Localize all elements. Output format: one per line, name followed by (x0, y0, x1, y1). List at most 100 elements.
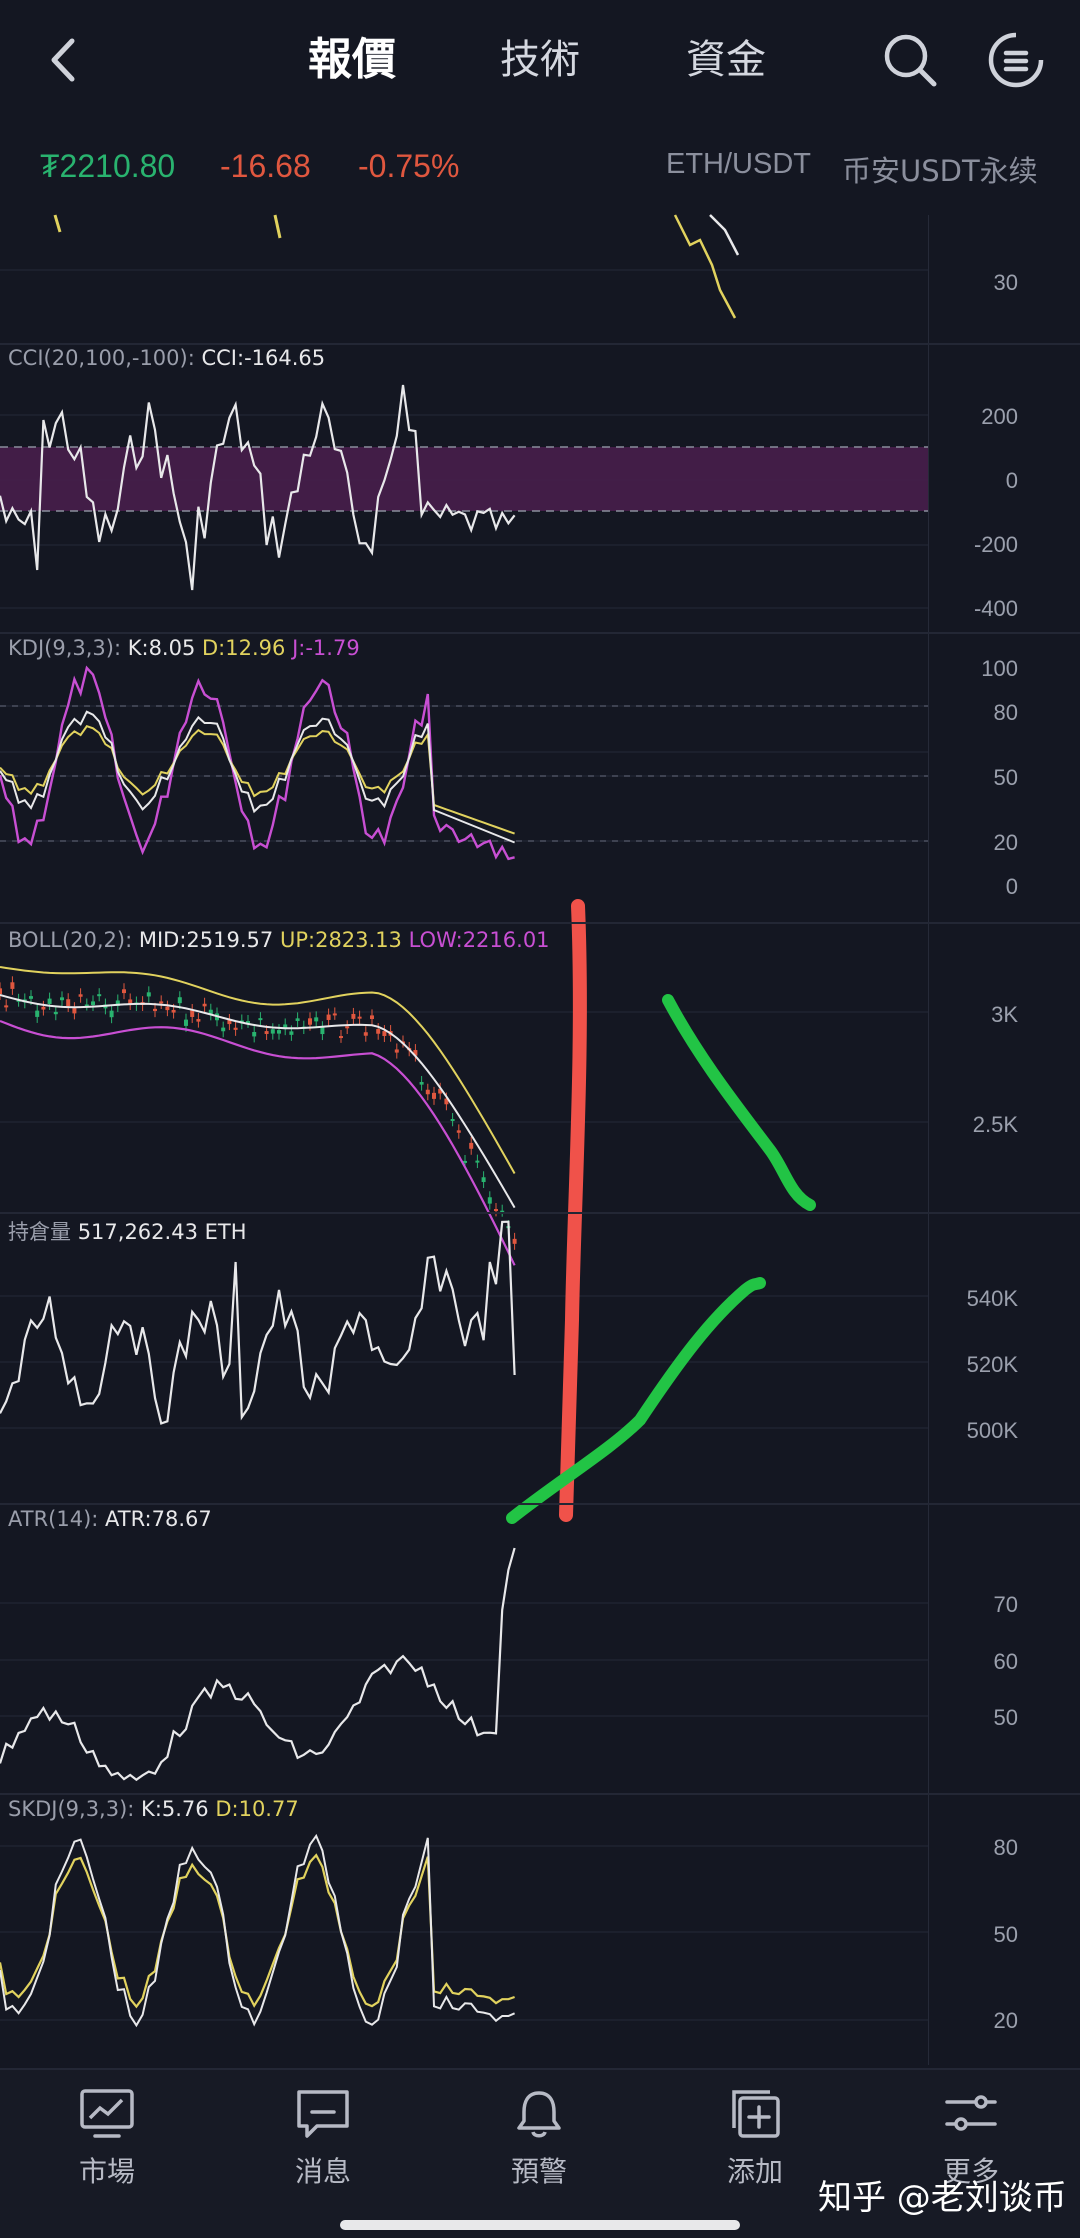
candle (512, 1238, 517, 1244)
candle (60, 997, 64, 1001)
kdj-d-line (0, 725, 515, 835)
candle (78, 994, 83, 997)
axis-tick: 500K (966, 1418, 1018, 1443)
candle (308, 1018, 312, 1025)
candle (413, 1050, 418, 1056)
candle (153, 1008, 157, 1012)
add-icon (732, 2090, 780, 2138)
exchange-name[interactable]: 币安USDT永续 (842, 154, 1038, 188)
more-settings-icon (945, 2095, 997, 2131)
candle (444, 1098, 449, 1105)
back-button[interactable] (38, 30, 88, 90)
trading-pair[interactable]: ETH/USDT (666, 148, 811, 180)
nav-more[interactable]: 更多 (896, 2088, 1046, 2188)
candle (463, 1160, 467, 1163)
menu-button[interactable] (986, 30, 1046, 90)
candle (227, 1020, 232, 1025)
ticker-strip: ₮2210.80 -16.68 -0.75% ETH/USDT 币安USDT永续 (0, 140, 1080, 200)
open-interest-value: 517,262.43 ETH (77, 1220, 247, 1244)
candle (202, 1003, 207, 1007)
candle (320, 1027, 325, 1035)
candle (196, 1019, 201, 1022)
green-annotation-stroke (662, 994, 816, 1211)
search-icon (884, 34, 937, 87)
boll-lower-band (0, 1019, 516, 1266)
candle (289, 1031, 294, 1035)
candle (233, 1027, 238, 1030)
candle (4, 1005, 9, 1008)
tab-funds[interactable]: 資金 (686, 37, 766, 83)
open-interest-legend: 持倉量 517,262.43 ETH (8, 1216, 247, 1246)
axis-tick: 540K (966, 1286, 1018, 1311)
candle (264, 1031, 269, 1034)
market-chart-icon (80, 2089, 134, 2138)
top-bar: 報價 技術 資金 (0, 0, 1080, 125)
candle (351, 1013, 356, 1019)
search-button[interactable] (880, 30, 940, 90)
axis-tick: 70 (993, 1592, 1018, 1617)
skdj-legend: SKDJ(9,3,3): K:5.76 D:10.77 (8, 1797, 299, 1821)
candle (277, 1030, 281, 1034)
candle (475, 1160, 480, 1163)
candle (363, 1032, 368, 1036)
axis-tick: -200 (973, 532, 1018, 557)
boll-upper-band (0, 966, 516, 1174)
home-indicator (340, 2220, 740, 2230)
candle (500, 1210, 505, 1213)
price-change: -16.68 (220, 148, 311, 184)
candle (450, 1119, 455, 1122)
skdj-label: SKDJ(9,3,3): (8, 1797, 135, 1821)
axis-tick: 200 (981, 404, 1018, 429)
nav-add[interactable]: 添加 (680, 2088, 830, 2188)
pane-divider (0, 632, 1080, 634)
axis-tick: 50 (993, 1922, 1018, 1947)
axis-tick: 80 (993, 700, 1018, 725)
boll-label: BOLL(20,2): (8, 928, 133, 952)
candle (258, 1018, 263, 1021)
candle (332, 1013, 337, 1016)
candle (122, 989, 126, 994)
candle (469, 1142, 474, 1149)
candle (370, 1015, 374, 1020)
price-change-percent: -0.75% (358, 148, 460, 184)
header-tabs: 報價 技術 資金 (300, 30, 800, 90)
nav-market[interactable]: 市場 (32, 2088, 182, 2188)
nav-messages[interactable]: 消息 (248, 2088, 398, 2188)
candle (128, 999, 133, 1005)
cci-line (0, 384, 516, 591)
candle (84, 1004, 89, 1007)
chevron-left-icon (51, 38, 75, 82)
price-axis-divider (928, 215, 929, 2065)
candle (394, 1049, 399, 1053)
axis-tick: 30 (993, 270, 1018, 295)
cci-value: CCI:-164.65 (201, 346, 326, 370)
candle (109, 1010, 114, 1018)
axis-tick: 0 (1005, 874, 1018, 899)
candle (29, 996, 33, 999)
tab-quote[interactable]: 報價 (308, 34, 396, 85)
atr-legend: ATR(14): ATR:78.67 (8, 1507, 212, 1531)
candle (115, 1000, 120, 1006)
candle (41, 1006, 46, 1010)
message-icon (297, 2090, 349, 2138)
open-interest-label: 持倉量 (8, 1220, 71, 1244)
candle (0, 988, 2, 995)
candle (456, 1130, 461, 1133)
candle (339, 1036, 343, 1039)
candle (146, 992, 151, 997)
nav-alerts[interactable]: 預警 (464, 2088, 614, 2188)
axis-tick: 20 (993, 2008, 1018, 2033)
axis-tick: 520K (966, 1352, 1018, 1377)
boll-low-value: LOW:2216.01 (408, 928, 550, 952)
candle (481, 1177, 486, 1183)
axis-tick: 50 (993, 1705, 1018, 1730)
candle (376, 1029, 381, 1034)
series-tick (273, 214, 282, 239)
candle (246, 1021, 250, 1024)
candle (438, 1088, 443, 1094)
watermark-text: 知乎 @老刘谈币 (818, 2178, 1067, 2218)
indicator-chart[interactable] (0, 0, 1080, 2068)
tab-technical[interactable]: 技術 (500, 37, 580, 83)
candle (53, 1011, 58, 1015)
green-annotation-stroke (506, 1277, 766, 1524)
